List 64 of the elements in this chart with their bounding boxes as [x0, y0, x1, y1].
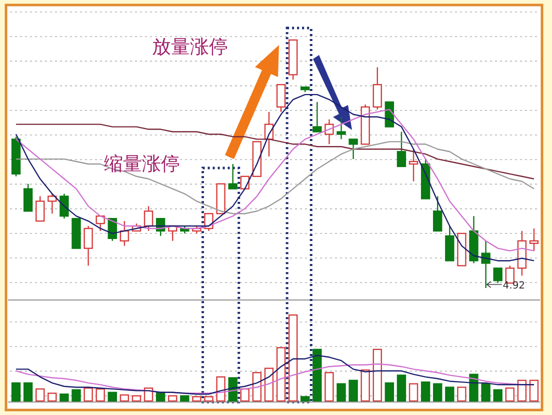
candlestick — [312, 101, 322, 132]
bar — [396, 374, 406, 402]
bar — [517, 380, 527, 402]
candlestick — [228, 163, 238, 190]
bar — [84, 388, 93, 402]
bar — [168, 395, 178, 402]
bar — [493, 389, 502, 402]
bar — [372, 348, 382, 402]
candlestick — [336, 116, 346, 140]
candlestick — [433, 196, 442, 232]
annotation: 4.92 — [502, 280, 526, 292]
bar — [408, 383, 418, 402]
candlestick — [84, 225, 93, 266]
bar — [360, 369, 370, 402]
candlestick — [372, 66, 382, 110]
bar — [108, 392, 117, 402]
candlestick — [348, 138, 358, 160]
bar — [264, 368, 274, 402]
bar — [445, 386, 454, 402]
bar — [300, 396, 310, 402]
bar — [96, 388, 105, 402]
annotation: 缩量涨停 — [104, 153, 180, 175]
bar — [384, 382, 394, 402]
bar — [23, 382, 33, 402]
bar — [433, 383, 442, 402]
bar — [336, 383, 346, 402]
candlestick — [493, 268, 502, 284]
candlestick — [144, 206, 154, 232]
bar — [11, 382, 21, 402]
bar — [529, 380, 539, 402]
candlestick — [96, 215, 105, 232]
annotation: 放量涨停 — [152, 36, 228, 58]
bar — [204, 396, 214, 402]
candlestick — [324, 118, 334, 145]
bar — [120, 394, 130, 402]
bar — [60, 394, 69, 402]
candlestick — [276, 84, 286, 113]
candlestick — [48, 193, 57, 214]
bar — [481, 383, 490, 402]
candlestick — [529, 228, 539, 252]
candlestick — [23, 183, 33, 212]
bar — [420, 381, 430, 402]
candlestick — [481, 240, 490, 289]
bar — [36, 388, 45, 402]
bar — [132, 395, 142, 402]
bar — [192, 396, 202, 402]
bar — [312, 348, 322, 402]
candlestick — [36, 196, 45, 222]
bar — [48, 392, 57, 402]
bar — [252, 372, 262, 402]
bar — [324, 372, 334, 402]
bar — [180, 395, 190, 402]
bar — [72, 389, 81, 402]
candlestick — [396, 131, 406, 168]
bar — [457, 386, 466, 402]
candlestick — [60, 193, 69, 220]
bar — [228, 377, 238, 402]
bar — [288, 314, 298, 402]
bar — [240, 388, 250, 402]
bar — [348, 380, 358, 402]
candlestick — [408, 148, 418, 182]
bar — [276, 347, 286, 402]
bar — [505, 388, 514, 402]
candlestick — [120, 220, 130, 246]
